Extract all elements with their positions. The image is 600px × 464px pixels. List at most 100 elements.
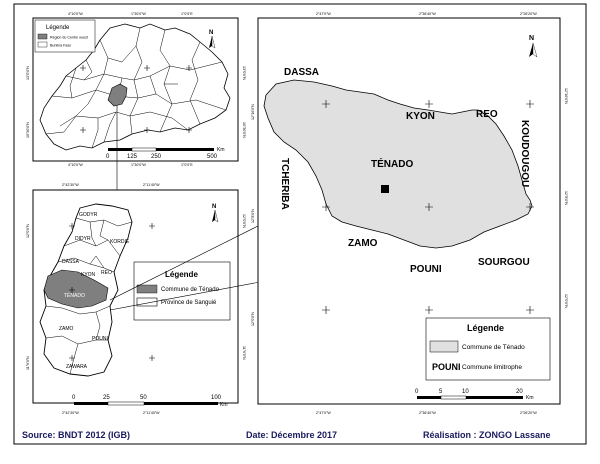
footer-date: Date: Décembre 2017 [246, 430, 338, 440]
commune-scale-tick: 0 [415, 389, 419, 395]
overview-scale-unit: Km [217, 147, 225, 153]
province-legend-title: Légende [165, 270, 198, 279]
commune-coord-bottom: 2°26'20"W [520, 411, 537, 415]
commune-coord-left: 12°0'0"N [251, 312, 255, 326]
province-scale-tick: 0 [72, 395, 76, 401]
commune-label-pouni: POUNI [410, 264, 442, 275]
overview-legend-swatch-country [37, 41, 48, 48]
commune-north-arrow: N [529, 35, 538, 58]
burkina-outline [39, 23, 231, 151]
province-map: GODYR DIDYR KORDIÉ DASSA KYON RÉO TÉNADO… [26, 183, 246, 415]
overview-coord-right: 10°30'0"N [242, 122, 246, 138]
commune-scale-bar: 0 5 10 20 Km [415, 389, 534, 401]
province-coord-bottom: 2°11'40"W [143, 411, 160, 415]
province-scale-bar: 0 25 50 100 Km [72, 395, 228, 408]
overview-coord-bottom: 1°0'0"E [181, 163, 193, 167]
province-coord-right: 12°0'0"N [242, 214, 246, 228]
overview-scale-tick: 125 [127, 154, 138, 160]
commune-legend-item-tenado: Commune de Ténado [462, 344, 525, 351]
commune-label-koudougou: KOUDOUGOU [519, 120, 530, 187]
province-scale-tick: 100 [211, 395, 222, 401]
overview-coord-bottom: 4°10'0"W [68, 163, 83, 167]
tenado-commune-small [43, 269, 109, 309]
province-legend-item-sanguie: Province de Sanguié [161, 300, 217, 306]
commune-label-tenado: TÉNADO [371, 157, 413, 170]
commune-coord-right: 12°0'0"N [564, 294, 568, 308]
commune-coord-left: 12°8'0"N [251, 209, 255, 223]
province-label-kyon: KYON [81, 272, 96, 278]
commune-coord-right: 12°8'0"N [564, 191, 568, 205]
overview-coord-left: 10°30'0"N [26, 122, 30, 138]
province-scale-tick: 25 [103, 395, 110, 401]
province-coord-left: 11°0'0"N [26, 356, 30, 370]
province-coord-right: 11°0'0"N [242, 346, 246, 360]
overview-coord-left: 13°0'0"N [26, 66, 30, 80]
overview-legend-title: Légende [46, 25, 70, 31]
province-legend-swatch-sanguie [136, 297, 158, 307]
commune-legend-item-neighbor: Commune limitrophe [462, 364, 522, 371]
province-label-tenado: TÉNADO [64, 292, 85, 299]
overview-coord-bottom: 1°30'0"W [131, 163, 146, 167]
tenado-town-marker [381, 185, 389, 193]
svg-text:N: N [209, 30, 213, 36]
commune-coord-bottom: 2°47'0"W [316, 411, 331, 415]
province-label-kordie: KORDIÉ [110, 238, 130, 245]
commune-coord-bottom: 2°36'40"W [419, 411, 436, 415]
overview-map: Légende Région du Centre ouest Burkina F… [26, 12, 246, 167]
tenado-commune-large [263, 79, 533, 249]
commune-coord-top: 2°47'0"W [316, 12, 331, 16]
svg-text:N: N [529, 35, 534, 42]
commune-map: DASSA KYON REO KOUDOUGOU TCHERIBA TÉNADO… [251, 12, 568, 415]
commune-graticule [322, 100, 534, 314]
overview-coord-top: 4°10'0"W [68, 12, 83, 16]
province-label-reo: RÉO [101, 269, 112, 276]
commune-label-dassa: DASSA [284, 67, 319, 78]
commune-label-kyon: KYON [406, 111, 435, 122]
centre-ouest-region [107, 83, 128, 107]
outer-frame [13, 3, 587, 445]
commune-label-zamo: ZAMO [348, 238, 378, 249]
province-coord-top: 2°11'40"W [143, 183, 160, 187]
svg-text:N: N [212, 204, 216, 210]
province-coord-top: 2°42'30"W [62, 183, 79, 187]
province-legend-item-tenado: Commune de Ténado [161, 287, 220, 293]
commune-scale-tick: 10 [462, 389, 469, 395]
overview-scale-tick: 250 [151, 154, 162, 160]
province-label-didyr: DIDYR [75, 236, 91, 242]
overview-legend-item-region: Région du Centre ouest [50, 36, 88, 40]
province-coord-bottom: 2°42'30"W [62, 411, 79, 415]
province-legend-swatch-tenado [136, 284, 158, 294]
overview-graticule [80, 65, 192, 133]
province-label-pouni: POUNI [92, 336, 108, 342]
province-label-zawara: ZAWARA [66, 364, 88, 370]
commune-coord-right: 12°16'0"N [564, 88, 568, 104]
commune-label-sourgou: SOURGOU [478, 257, 530, 268]
commune-label-reo: REO [476, 109, 498, 120]
overview-north-arrow: N [209, 30, 216, 49]
commune-coord-top: 2°26'20"W [520, 12, 537, 16]
overview-provinces [45, 27, 227, 149]
province-scale-unit: Km [220, 402, 228, 408]
overview-coord-top: 1°0'0"E [181, 12, 193, 16]
province-scale-tick: 50 [140, 395, 147, 401]
commune-coord-top: 2°36'40"W [419, 12, 436, 16]
commune-coord-left: 12°16'0"N [251, 104, 255, 120]
province-label-zamo: ZAMO [59, 326, 74, 332]
commune-scale-tick: 20 [516, 389, 523, 395]
commune-legend-pouni-word: POUNI [432, 362, 461, 372]
overview-scale-tick: 500 [207, 154, 218, 160]
footer-author: Réalisation : ZONGO Lassane [423, 430, 551, 440]
overview-legend-item-country: Burkina Faso [50, 44, 71, 48]
overview-scale-tick: 0 [106, 154, 110, 160]
province-label-godyr: GODYR [79, 212, 98, 218]
province-label-dassa: DASSA [62, 259, 80, 265]
overview-legend-swatch-region [37, 33, 48, 40]
commune-legend-swatch-tenado [429, 340, 459, 353]
overview-coord-right: 13°0'0"N [242, 66, 246, 80]
commune-label-tcheriba: TCHERIBA [279, 158, 290, 210]
footer-source: Source: BNDT 2012 (IGB) [22, 430, 131, 440]
overview-coord-top: 1°30'0"W [131, 12, 146, 16]
commune-scale-unit: Km [526, 395, 534, 401]
overview-scale-bar: 0 125 250 500 Km [106, 147, 225, 160]
